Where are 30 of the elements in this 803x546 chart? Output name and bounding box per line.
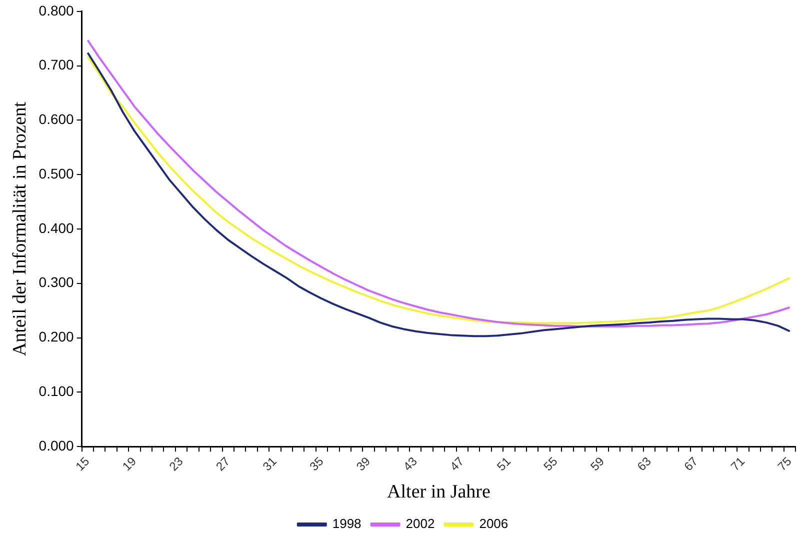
x-tick-label: 67 [681, 454, 701, 474]
x-tick-label: 51 [494, 454, 514, 474]
x-tick-label: 43 [400, 454, 420, 474]
y-tick-label: 0.200 [38, 328, 74, 345]
x-tick-label: 31 [260, 454, 280, 474]
x-tick-label: 47 [447, 454, 467, 474]
x-tick-label: 27 [213, 454, 233, 474]
x-tick-label: 55 [540, 454, 560, 474]
y-tick-label: 0.700 [38, 56, 74, 73]
y-tick-label: 0.500 [38, 165, 74, 182]
x-tick-label: 63 [634, 454, 654, 474]
y-tick-label: 0.000 [38, 437, 74, 454]
y-tick-label: 0.800 [38, 2, 74, 18]
legend-label: 2006 [479, 516, 508, 532]
y-axis-title: Anteil der Informalität in Prozent [9, 101, 30, 356]
x-tick-label: 71 [728, 454, 748, 474]
x-tick-label: 75 [774, 454, 794, 474]
x-tick-label: 23 [166, 454, 186, 474]
x-tick-label: 35 [306, 454, 326, 474]
x-tick-label: 39 [354, 454, 374, 474]
y-tick-label: 0.600 [38, 111, 74, 128]
y-tick-label: 0.300 [38, 274, 74, 290]
x-tick-label: 19 [120, 454, 140, 474]
legend-label: 1998 [332, 516, 362, 532]
legend-label: 2002 [406, 516, 435, 532]
y-tick-label: 0.400 [38, 220, 74, 236]
x-tick-label: 59 [588, 454, 608, 474]
y-tick-label: 0.100 [38, 383, 74, 400]
x-axis-title: Alter in Jahre [387, 482, 490, 503]
x-tick-label: 15 [72, 454, 92, 474]
